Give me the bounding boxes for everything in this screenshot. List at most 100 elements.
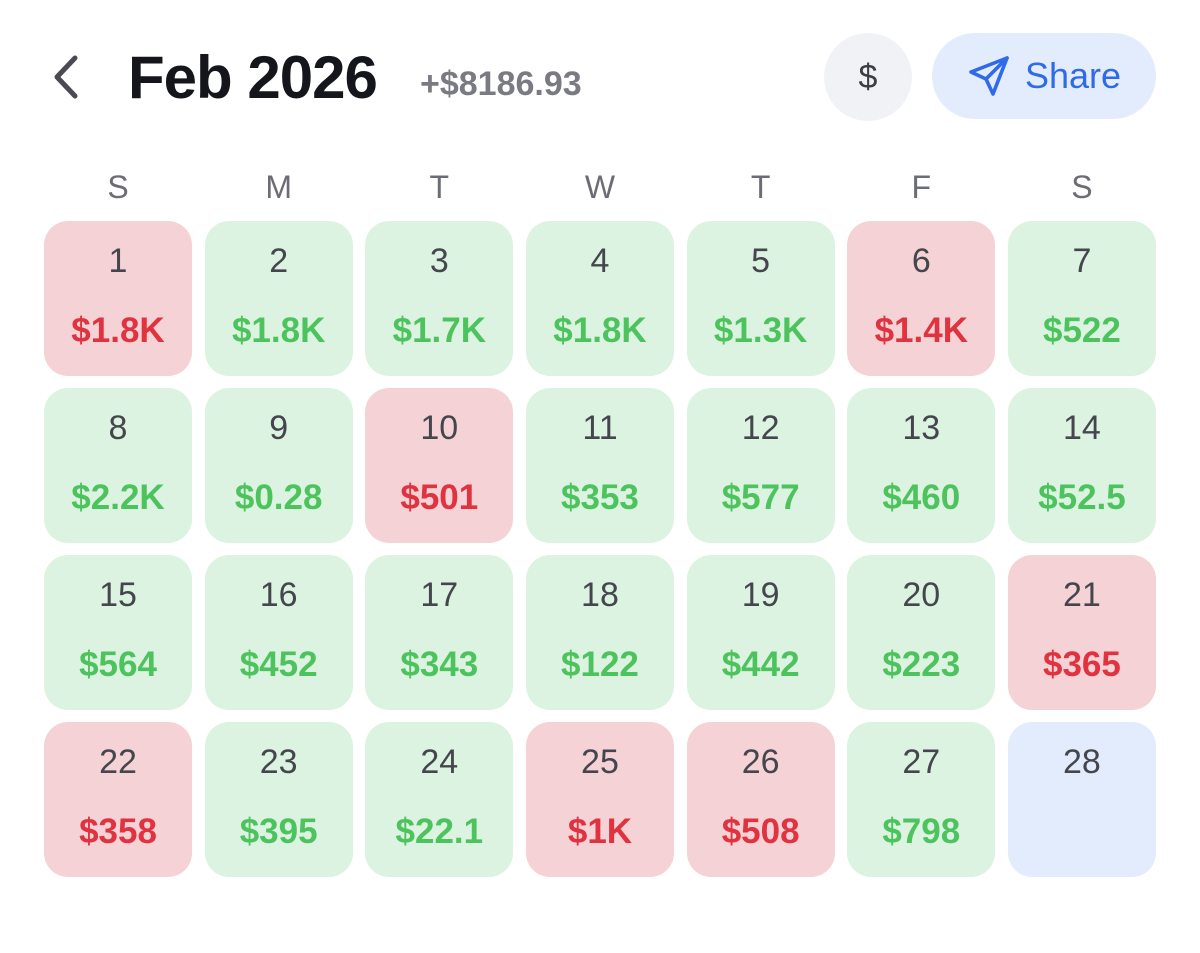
- send-icon: [969, 56, 1009, 96]
- day-number: 21: [1063, 576, 1101, 614]
- calendar-grid: 1 $1.8K 2 $1.8K 3 $1.7K 4 $1.8K 5 $1.3K 6 $1.4K 7 $52…: [44, 221, 1156, 877]
- day-pnl-amount: $501: [400, 478, 479, 517]
- day-pnl-amount: $52.5: [1038, 478, 1126, 517]
- day-number: 10: [420, 409, 459, 447]
- day-number: 13: [902, 409, 941, 447]
- day-cell-21[interactable]: 21 $365: [1007, 555, 1156, 710]
- day-cell-11[interactable]: 11 $353: [525, 388, 674, 543]
- day-cell-8[interactable]: 8 $2.2K: [44, 388, 192, 543]
- day-pnl-amount: $365: [1043, 645, 1121, 684]
- day-cell-27[interactable]: 27 $798: [847, 722, 996, 877]
- chevron-left-icon: [54, 55, 78, 99]
- day-pnl-amount: $0.28: [234, 478, 323, 517]
- day-number: 6: [911, 242, 931, 280]
- day-number: 14: [1063, 409, 1101, 447]
- day-cell-7[interactable]: 7 $522: [1007, 221, 1156, 376]
- day-pnl-amount: $1.8K: [231, 311, 326, 350]
- day-cell-12[interactable]: 12 $577: [686, 388, 835, 543]
- back-button[interactable]: [40, 46, 92, 108]
- weekday-label: M: [265, 169, 292, 205]
- day-pnl-amount: $223: [882, 645, 961, 684]
- day-pnl-amount: $343: [400, 645, 479, 684]
- day-cell-23[interactable]: 23 $395: [204, 722, 353, 877]
- day-cell-16[interactable]: 16 $452: [204, 555, 353, 710]
- day-cell-14[interactable]: 14 $52.5: [1007, 388, 1156, 543]
- day-number: 2: [269, 242, 289, 280]
- day-pnl-amount: $460: [882, 478, 961, 517]
- day-pnl-amount: $1.4K: [874, 311, 968, 350]
- day-pnl-amount: $122: [561, 645, 639, 684]
- day-cell-10[interactable]: 10 $501: [365, 388, 514, 543]
- day-pnl-amount: $577: [721, 478, 800, 517]
- weekday-header-row: S M T W T F S: [44, 162, 1156, 212]
- day-cell-2[interactable]: 2 $1.8K: [204, 221, 353, 376]
- weekday-label: F: [911, 169, 932, 205]
- day-pnl-amount: $452: [239, 645, 318, 684]
- day-pnl-amount: $522: [1043, 311, 1121, 350]
- day-cell-20[interactable]: 20 $223: [847, 555, 996, 710]
- day-cell-19[interactable]: 19 $442: [686, 555, 835, 710]
- day-number: 18: [581, 576, 619, 614]
- weekday-label: S: [107, 169, 129, 205]
- day-number: 4: [590, 242, 610, 280]
- day-number: 3: [429, 242, 449, 280]
- day-cell-4[interactable]: 4 $1.8K: [525, 221, 674, 376]
- day-cell-22[interactable]: 22 $358: [44, 722, 192, 877]
- currency-toggle-button[interactable]: $: [824, 33, 912, 121]
- day-pnl-amount: $1.7K: [392, 311, 487, 350]
- weekday-label: T: [429, 169, 450, 205]
- day-pnl-amount: $798: [882, 812, 961, 851]
- day-cell-17[interactable]: 17 $343: [365, 555, 514, 710]
- day-cell-6[interactable]: 6 $1.4K: [847, 221, 996, 376]
- day-number: 12: [741, 409, 780, 447]
- day-pnl-amount: $2.2K: [71, 478, 165, 517]
- month-title: Feb 2026: [128, 44, 378, 111]
- day-number: 17: [420, 576, 459, 614]
- day-pnl-amount: $1.8K: [71, 311, 165, 350]
- day-cell-3[interactable]: 3 $1.7K: [365, 221, 514, 376]
- weekday-label: W: [584, 169, 616, 205]
- day-cell-13[interactable]: 13 $460: [847, 388, 996, 543]
- day-cell-26[interactable]: 26 $508: [686, 722, 835, 877]
- day-pnl-amount: $442: [721, 645, 800, 684]
- day-cell-1[interactable]: 1 $1.8K: [44, 221, 192, 376]
- day-cell-18[interactable]: 18 $122: [525, 555, 674, 710]
- day-pnl-amount: $358: [79, 812, 157, 851]
- share-label: Share: [1024, 55, 1122, 96]
- weekday-label: T: [750, 169, 771, 205]
- day-number: 9: [269, 409, 289, 447]
- day-pnl-amount: $508: [721, 812, 800, 851]
- day-number: 22: [99, 743, 137, 781]
- day-number: 27: [902, 743, 941, 781]
- day-number: 5: [751, 242, 771, 280]
- day-pnl-amount: $22.1: [395, 812, 484, 851]
- day-cell-15[interactable]: 15 $564: [44, 555, 192, 710]
- day-number: 24: [420, 743, 459, 781]
- day-number: 25: [581, 743, 619, 781]
- share-button[interactable]: Share: [932, 33, 1156, 119]
- day-number: 15: [99, 576, 137, 614]
- day-number: 28: [1063, 743, 1101, 781]
- day-number: 1: [108, 242, 128, 280]
- month-total: +$8186.93: [420, 65, 582, 103]
- day-number: 19: [741, 576, 780, 614]
- day-number: 26: [741, 743, 780, 781]
- calendar-header: Feb 2026 +$8186.93 $ Share: [0, 0, 1200, 150]
- day-cell-24[interactable]: 24 $22.1: [365, 722, 514, 877]
- day-pnl-amount: $395: [239, 812, 318, 851]
- weekday-label: S: [1071, 169, 1093, 205]
- day-pnl-amount: $564: [79, 645, 157, 684]
- day-cell-5[interactable]: 5 $1.3K: [686, 221, 835, 376]
- day-number: 23: [259, 743, 298, 781]
- day-pnl-amount: $1K: [567, 812, 633, 851]
- day-pnl-amount: $353: [561, 478, 639, 517]
- day-cell-9[interactable]: 9 $0.28: [204, 388, 353, 543]
- day-pnl-amount: $1.3K: [713, 311, 808, 350]
- day-number: 20: [902, 576, 941, 614]
- day-number: 11: [582, 409, 618, 447]
- day-number: 16: [259, 576, 298, 614]
- day-number: 7: [1072, 242, 1092, 280]
- day-cell-28[interactable]: 28: [1007, 722, 1156, 877]
- day-cell-25[interactable]: 25 $1K: [525, 722, 674, 877]
- day-pnl-amount: $1.8K: [553, 311, 647, 350]
